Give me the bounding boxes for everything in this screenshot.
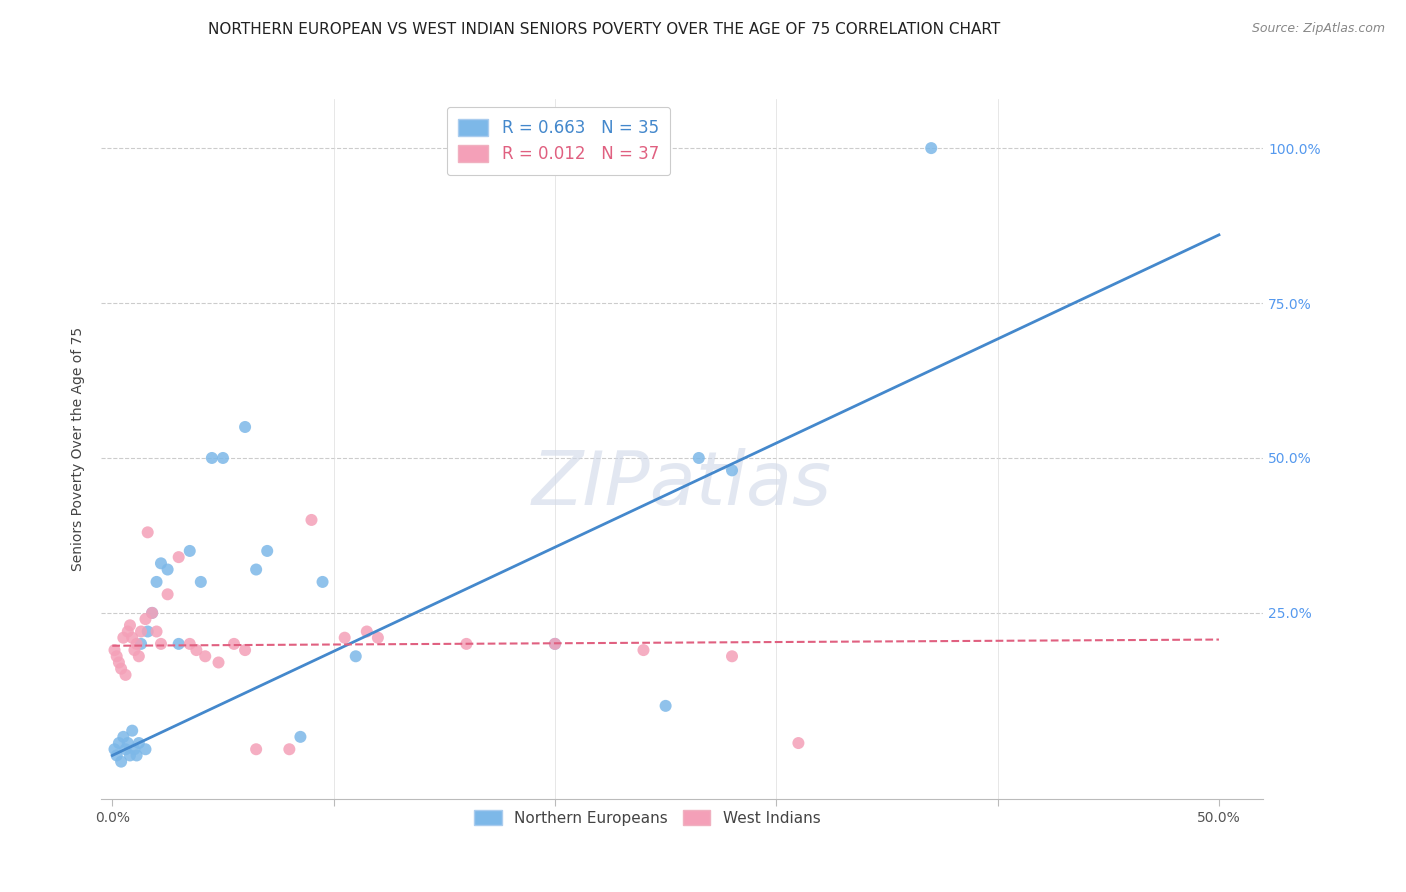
Point (105, 748, 128, 763)
Text: ZIPatlas: ZIPatlas (531, 448, 832, 520)
Point (114, 668, 136, 682)
Point (787, 736, 810, 750)
Point (125, 748, 148, 763)
Point (194, 649, 217, 664)
Point (544, 637, 567, 651)
Point (134, 612, 156, 626)
Point (179, 637, 201, 651)
Point (124, 643, 146, 657)
Text: Source: ZipAtlas.com: Source: ZipAtlas.com (1251, 22, 1385, 36)
Point (367, 631, 389, 645)
Point (207, 656, 229, 670)
Point (688, 450, 710, 465)
Point (118, 618, 141, 632)
Point (156, 562, 179, 576)
Point (201, 450, 224, 465)
Point (311, 574, 333, 589)
Point (190, 574, 212, 589)
Point (117, 736, 139, 750)
Point (256, 544, 278, 558)
Point (124, 742, 146, 756)
Point (179, 544, 201, 558)
Text: NORTHERN EUROPEAN VS WEST INDIAN SENIORS POVERTY OVER THE AGE OF 75 CORRELATION : NORTHERN EUROPEAN VS WEST INDIAN SENIORS… (208, 22, 1001, 37)
Point (121, 631, 143, 645)
Point (121, 723, 143, 738)
Point (114, 742, 136, 756)
Point (136, 525, 159, 540)
Point (245, 562, 267, 576)
Point (149, 557, 172, 571)
Point (356, 624, 378, 639)
Point (128, 736, 150, 750)
Point (141, 606, 163, 620)
Point (344, 649, 367, 664)
Point (721, 649, 744, 664)
Legend: Northern Europeans, West Indians: Northern Europeans, West Indians (467, 802, 828, 833)
Point (633, 643, 655, 657)
Point (654, 698, 676, 713)
Point (290, 730, 312, 744)
Point (141, 606, 163, 620)
Point (117, 624, 139, 639)
Point (105, 649, 128, 664)
Point (136, 624, 159, 639)
Point (149, 637, 172, 651)
Point (245, 742, 267, 756)
Point (233, 643, 256, 657)
Point (333, 631, 356, 645)
Point (129, 637, 152, 651)
Point (186, 643, 208, 657)
Point (108, 656, 131, 670)
Point (103, 742, 125, 756)
Point (112, 730, 135, 744)
Point (112, 631, 135, 645)
Point (128, 649, 150, 664)
Point (278, 742, 301, 756)
Point (301, 513, 323, 527)
Point (110, 755, 132, 769)
Point (145, 624, 167, 639)
Point (156, 587, 179, 601)
Point (920, 141, 942, 155)
Point (167, 550, 190, 565)
Y-axis label: Seniors Poverty Over the Age of 75: Seniors Poverty Over the Age of 75 (72, 326, 86, 571)
Point (108, 736, 131, 750)
Point (233, 420, 256, 434)
Point (134, 742, 156, 756)
Point (103, 643, 125, 657)
Point (167, 637, 190, 651)
Point (145, 574, 167, 589)
Point (129, 624, 152, 639)
Point (456, 637, 478, 651)
Point (118, 748, 141, 763)
Point (125, 637, 148, 651)
Point (212, 450, 235, 465)
Point (544, 637, 567, 651)
Point (110, 662, 132, 676)
Point (721, 463, 744, 477)
Point (222, 637, 245, 651)
